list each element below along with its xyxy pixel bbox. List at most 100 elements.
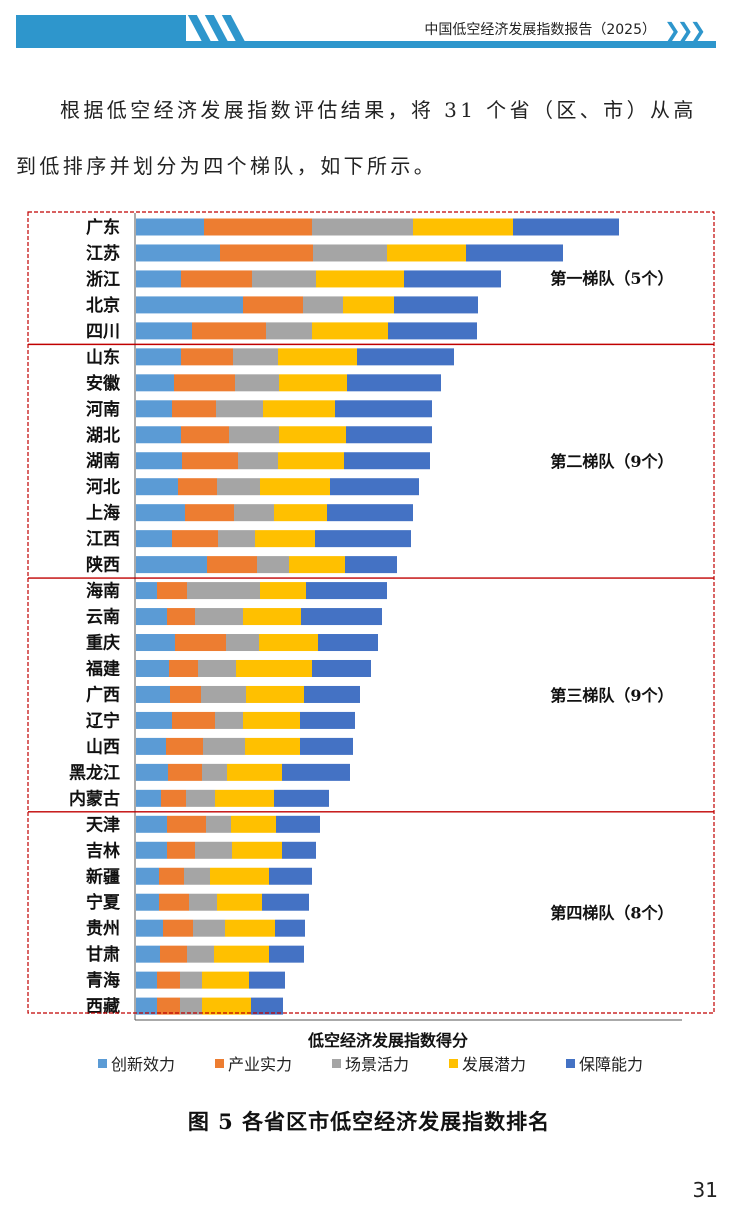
category-label: 吉林 xyxy=(86,840,120,861)
category-label: 北京 xyxy=(86,295,120,316)
bar-segment-3 xyxy=(252,270,316,288)
bar-segment-5 xyxy=(276,815,320,833)
bar-segment-3 xyxy=(218,530,255,548)
bar-segment-5 xyxy=(330,478,419,496)
bar-segment-4 xyxy=(232,841,282,859)
tier-label: 第三梯队（9个） xyxy=(550,686,673,705)
category-label: 河北 xyxy=(86,478,120,498)
bar-segment-4 xyxy=(215,789,274,807)
tier-label: 第四梯队（8个） xyxy=(550,903,673,922)
bar-segment-5 xyxy=(282,763,350,781)
legend-label: 产业实力 xyxy=(228,1055,292,1074)
category-label: 天津 xyxy=(86,814,120,835)
bar-segment-1 xyxy=(136,582,157,600)
bar-segment-4 xyxy=(243,711,300,729)
bar-segment-4 xyxy=(260,582,306,600)
bar-segment-3 xyxy=(312,218,413,236)
bar-segment-4 xyxy=(214,945,269,963)
legend-label: 创新效力 xyxy=(111,1055,175,1074)
bar-segment-2 xyxy=(172,530,218,548)
legend-label: 场景活力 xyxy=(345,1055,409,1074)
bar-segment-2 xyxy=(172,711,215,729)
bar-segment-3 xyxy=(238,452,278,470)
bar-segment-5 xyxy=(306,582,387,600)
bar-segment-3 xyxy=(184,867,210,885)
bar-segment-4 xyxy=(227,763,282,781)
bar-segment-2 xyxy=(170,685,201,703)
bar-segment-2 xyxy=(243,296,303,314)
category-label: 江西 xyxy=(86,530,120,550)
legend-swatch xyxy=(566,1059,575,1068)
bar-segment-5 xyxy=(269,867,312,885)
bar-segment-2 xyxy=(167,841,195,859)
bar-segment-4 xyxy=(343,296,394,314)
bar-segment-2 xyxy=(178,478,217,496)
bar-segment-4 xyxy=(202,971,249,989)
bar-segment-5 xyxy=(262,893,309,911)
bar-segment-3 xyxy=(180,997,202,1015)
tier-border xyxy=(27,211,715,1014)
bar-segment-2 xyxy=(181,426,229,444)
tier-label: 第一梯队（5个） xyxy=(550,269,673,288)
bar-segment-4 xyxy=(413,218,513,236)
bar-segment-5 xyxy=(466,244,563,262)
bar-segment-3 xyxy=(193,919,225,937)
bar-segment-3 xyxy=(201,685,246,703)
bar-segment-1 xyxy=(136,919,163,937)
bar-segment-3 xyxy=(217,478,260,496)
bar-segment-4 xyxy=(255,530,315,548)
bar-segment-2 xyxy=(159,893,189,911)
bar-segment-2 xyxy=(175,634,226,652)
bar-segment-1 xyxy=(136,504,185,522)
bar-segment-2 xyxy=(157,582,187,600)
category-label: 青海 xyxy=(86,970,120,991)
bar-segment-2 xyxy=(168,763,202,781)
bar-segment-5 xyxy=(304,685,360,703)
bar-segment-1 xyxy=(136,789,161,807)
bar-segment-5 xyxy=(274,789,329,807)
bar-segment-3 xyxy=(234,504,274,522)
category-label: 湖南 xyxy=(86,451,120,472)
bar-segment-3 xyxy=(180,971,202,989)
category-label: 新疆 xyxy=(86,866,120,887)
bar-segment-3 xyxy=(198,659,236,677)
bar-segment-3 xyxy=(226,634,259,652)
legend-swatch xyxy=(332,1059,341,1068)
category-label: 黑龙江 xyxy=(69,762,120,783)
category-label: 内蒙古 xyxy=(69,788,120,809)
bar-segment-5 xyxy=(335,400,432,418)
category-label: 河南 xyxy=(86,399,120,420)
bar-segment-1 xyxy=(136,659,169,677)
bar-segment-5 xyxy=(345,556,397,574)
bar-segment-2 xyxy=(159,867,184,885)
category-label: 四川 xyxy=(86,322,120,342)
bar-segment-3 xyxy=(215,711,243,729)
bar-segment-4 xyxy=(316,270,404,288)
category-label: 安徽 xyxy=(86,373,121,394)
bar-segment-3 xyxy=(186,789,215,807)
bar-segment-1 xyxy=(136,841,167,859)
bar-segment-5 xyxy=(346,426,432,444)
category-label: 广东 xyxy=(86,217,120,238)
bar-segment-4 xyxy=(202,997,251,1015)
bar-segment-5 xyxy=(251,997,283,1015)
legend-label: 保障能力 xyxy=(579,1055,643,1074)
bar-segment-1 xyxy=(136,374,174,392)
bar-segment-4 xyxy=(217,893,262,911)
bar-segment-4 xyxy=(289,556,345,574)
bar-segment-5 xyxy=(318,634,378,652)
bar-segment-3 xyxy=(187,945,214,963)
category-label: 山东 xyxy=(86,347,120,368)
figure-caption: 图 5 各省区市低空经济发展指数排名 xyxy=(187,1109,551,1134)
bar-segment-5 xyxy=(275,919,305,937)
bar-segment-5 xyxy=(249,971,285,989)
bar-segment-4 xyxy=(279,426,346,444)
bar-segment-5 xyxy=(388,322,477,340)
bar-segment-3 xyxy=(229,426,279,444)
bar-segment-5 xyxy=(301,608,382,626)
bar-segment-2 xyxy=(192,322,266,340)
bar-segment-2 xyxy=(181,348,233,366)
bar-segment-1 xyxy=(136,893,159,911)
report-title: 中国低空经济发展指数报告（2025） xyxy=(424,22,656,38)
bar-segment-4 xyxy=(260,478,330,496)
